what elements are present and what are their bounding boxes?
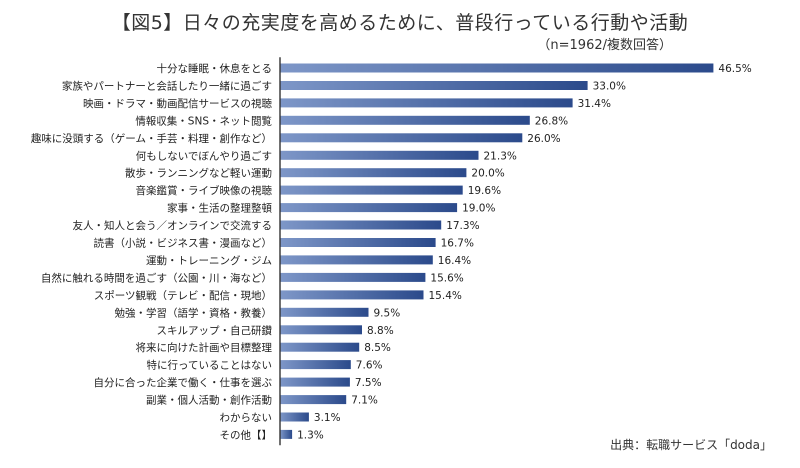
bar [280,255,433,265]
bar [280,272,426,282]
value-label: 15.6% [430,272,463,284]
value-label: 46.5% [718,63,751,75]
value-label: 26.0% [527,133,560,145]
bar [280,150,479,160]
bar [280,238,436,247]
bar [280,395,347,405]
category-label: スポーツ観戦（テレビ・配信・現地） [94,289,272,302]
value-label: 31.4% [578,98,611,110]
value-label: 21.3% [484,150,517,162]
category-label: 読書（小説・ビジネス書・漫画など） [94,237,273,250]
bar [280,98,573,108]
bar [280,290,424,300]
value-label: 33.0% [593,81,626,93]
value-label: 26.8% [535,115,568,127]
value-label: 7.5% [355,377,382,389]
category-label: 音楽鑑賞・ライブ映像の視聴 [136,184,273,197]
value-label: 19.6% [468,185,501,197]
value-label: 15.4% [429,290,462,302]
value-label: 1.3% [297,429,324,441]
category-label: その他【】 [220,428,273,441]
category-label: 自然に触れる時間を過ごす（公園・川・海など） [41,271,272,284]
value-label: 7.1% [351,395,378,407]
value-label: 8.5% [364,342,391,354]
value-label: 16.4% [438,255,471,267]
bar [280,133,523,143]
category-label: 将来に向けた計画や目標整理 [136,341,273,354]
category-label: わからない [220,412,273,424]
category-label: スキルアップ・自己研鑽 [157,324,273,337]
category-label: 特に行っていることはない [147,359,272,372]
category-label: 家事・生活の整理整頓 [167,202,272,215]
category-label: 散歩・ランニングなど軽い運動 [125,167,272,180]
category-label: 何もしないでぼんやり過ごす [136,149,272,162]
bar [280,185,463,195]
value-label: 19.0% [462,203,495,215]
bar [280,342,360,352]
value-label: 16.7% [441,238,474,250]
bar [280,63,714,73]
category-label: 副業・個人活動・創作活動 [146,394,272,407]
chart-title: 【図5】日々の充実度を高めるために、普段行っている行動や活動 [111,12,689,34]
value-label: 17.3% [446,220,479,232]
bar [280,81,588,90]
value-label: 8.8% [367,325,394,337]
bar-series: 十分な睡眠・休息をとる 46.5% 家族やパートナーと会話したり一緒に過ごす 33.0… [31,62,752,441]
bar [280,325,362,335]
chart-subtitle: （n=1962/複数回答） [537,38,672,53]
category-label: 運動・トレーニング・ジム [146,254,272,267]
bar [280,307,369,317]
category-label: 家族やパートナーと会話したり一緒に過ごす [62,80,272,93]
category-label: 映画・ドラマ・動画配信サービスの視聴 [83,97,272,110]
bar [280,203,458,213]
value-label: 3.1% [314,412,341,424]
bar [280,377,350,387]
category-label: 情報収集・SNS・ネット閲覧 [135,114,272,127]
bar [280,115,530,125]
bar [280,220,442,230]
category-label: 自分に合った企業で働く・仕事を選ぶ [94,376,273,389]
value-label: 20.0% [471,168,504,180]
bar [280,412,309,422]
source-note: 出典：転職サービス「doda」 [610,438,772,452]
value-label: 7.6% [356,360,383,372]
category-label: 十分な睡眠・休息をとる [157,62,273,75]
bar [280,429,293,439]
bar [280,360,351,370]
category-label: 趣味に没頭する（ゲーム・手芸・料理・創作など） [31,132,272,145]
category-label: 勉強・学習（語学・資格・教養） [115,306,273,319]
bar [280,168,467,178]
category-label: 友人・知人と会う／オンラインで交流する [73,219,273,232]
value-label: 9.5% [374,307,401,319]
